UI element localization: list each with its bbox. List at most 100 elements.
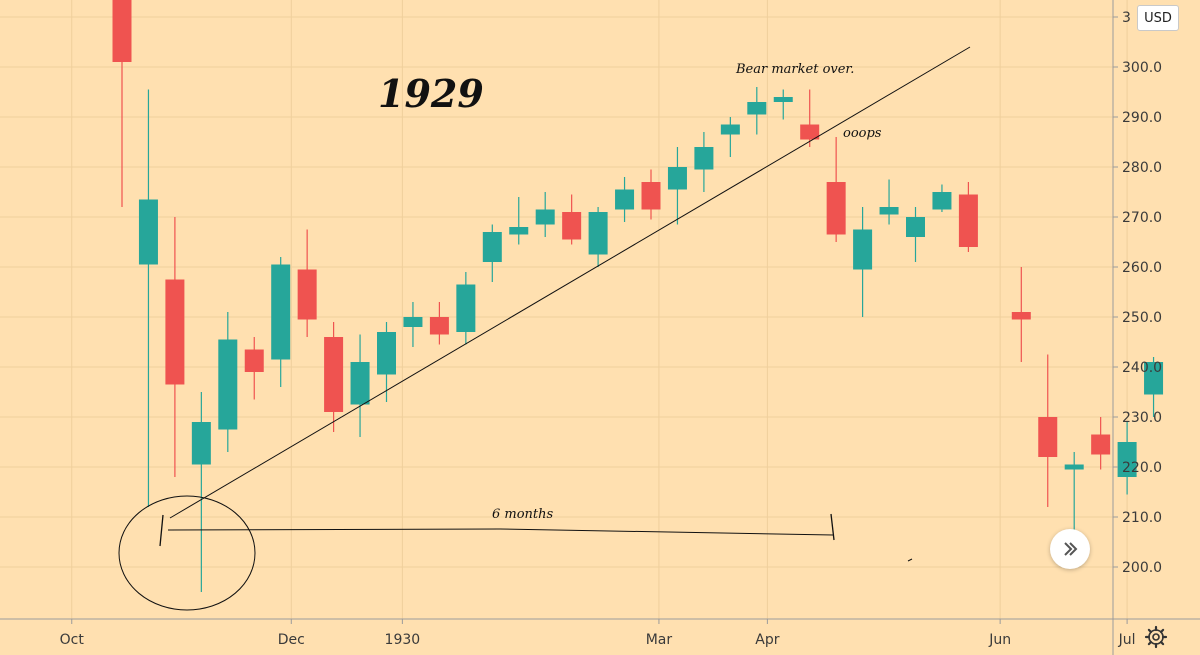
scroll-to-realtime-button[interactable] [1050,529,1090,569]
candle-body [800,124,820,140]
candle-body [826,182,846,235]
candle-body [906,217,925,237]
candles [112,0,1164,592]
candle [482,224,502,282]
months-note: 6 months [492,507,554,522]
candle [191,392,211,592]
candle [429,302,449,345]
price-tick-label: 300.0 [1122,60,1162,76]
candle-body [138,199,158,265]
candle-body [958,194,978,247]
candle-body [588,212,608,255]
candle [1091,417,1111,470]
candle [667,147,687,225]
candle [958,182,978,252]
candle [297,229,317,337]
oops-note: ooops [843,126,882,141]
candle [218,312,238,452]
candle-body [535,209,555,225]
candle [879,179,899,225]
candle [1144,357,1164,417]
candle [800,89,820,147]
candle [906,207,925,262]
candle-body [641,182,661,210]
price-tick-label: 210.0 [1122,510,1162,526]
candle-body [191,422,211,465]
candle-body [720,124,740,135]
time-tick-label: Jul [1118,632,1136,648]
time-axis[interactable]: Oct Dec 1930 Mar Apr Jun Jul [60,619,1136,648]
grid [0,0,1128,619]
candle-body [271,264,291,360]
candle-body [112,0,132,62]
candle-body [1011,312,1031,320]
candle [1117,422,1137,495]
time-tick-label: Mar [646,632,673,648]
time-tick-label: 1930 [385,632,421,648]
candle [271,257,291,387]
price-tick-label: 230.0 [1122,410,1162,426]
candle [509,197,529,245]
candle-body [747,102,767,115]
candle-body [1117,442,1137,477]
candle [244,337,264,400]
candle-body [403,317,423,327]
candle-body [456,284,476,332]
candle [112,0,132,207]
trend-line [169,46,971,519]
candle-body [1038,417,1058,457]
double-chevron-right-icon [1064,542,1078,556]
candle [377,322,396,402]
candle-body [562,212,582,240]
candle-body [218,339,238,430]
candle [138,89,158,507]
candle [1064,452,1084,530]
candle [1038,354,1058,507]
candle [853,207,873,317]
candle-body [773,97,793,102]
bottom-circle [118,495,256,611]
gear-icon[interactable] [1144,625,1168,649]
candle [694,132,714,192]
candle [932,184,952,212]
candle-body [482,232,502,262]
candle-body [509,227,529,235]
drawings: 1929 Bear market over. ooops 6 months [118,46,971,611]
price-tick-label: 220.0 [1122,460,1162,476]
candle-body [377,332,396,375]
candle-body [244,349,264,372]
price-tick-label: 240.0 [1122,360,1162,376]
candle-body [297,269,317,320]
candle [562,194,582,245]
candle-body [853,229,873,270]
stray-mark [907,558,913,562]
candle [588,207,608,267]
currency-badge[interactable]: USD [1137,5,1179,31]
candle [720,117,740,157]
candle-body [324,337,344,412]
candle [535,192,555,237]
candle-body [694,147,714,170]
candle [1011,267,1031,362]
candle [350,334,370,437]
price-tick-label: 270.0 [1122,210,1162,226]
candle [747,87,767,135]
candle-body [350,362,370,405]
candle-body [429,317,449,335]
candle-body [1064,464,1084,470]
price-tick-label: 290.0 [1122,110,1162,126]
candle [773,89,793,120]
price-axis[interactable]: 200.0 210.0 220.0 230.0 240.0 250.0 260.0 270.0… [1113,10,1162,576]
time-tick-label: Dec [278,632,305,648]
bear-note: Bear market over. [735,62,854,77]
circle-tick [159,514,164,547]
candle [826,137,846,242]
six-month-span [167,528,834,536]
price-tick-label: 260.0 [1122,260,1162,276]
candle [403,302,423,347]
candle [324,322,344,432]
candle-body [165,279,185,385]
candle-body [667,167,687,190]
candle-body [1091,434,1111,455]
